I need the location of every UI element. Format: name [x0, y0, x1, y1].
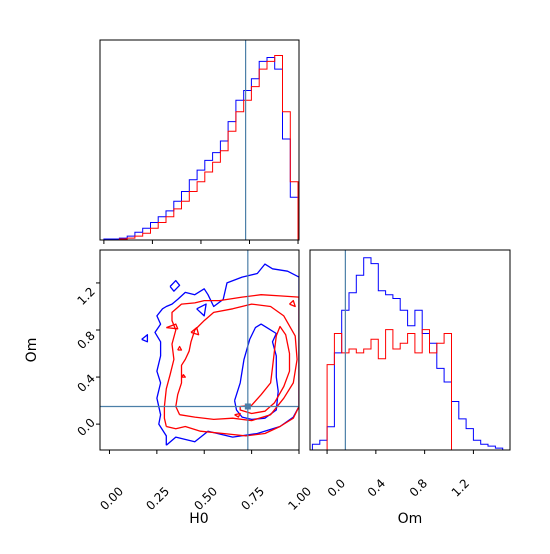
tick-label-Om-y-1: 0.4: [74, 371, 97, 394]
panel-scatter-H0-Om: [96, 249, 300, 454]
tick-label-H0-3: 0.75: [238, 484, 267, 513]
tick-label-H0-0: 0.00: [97, 484, 126, 513]
contour-red-13: [180, 374, 186, 378]
tick-label-H0-1: 0.25: [143, 484, 172, 513]
scatter-x-tick-labels: 0.00 0.25 0.50 0.75 1.00: [97, 484, 314, 513]
truth-marker: [244, 403, 251, 410]
tick-label-H0-4: 1.00: [285, 484, 314, 513]
tick-label-Om-x-1: 0.4: [365, 476, 388, 499]
tick-label-Om-y-2: 0.8: [74, 328, 97, 351]
contour-blue-3: [141, 334, 149, 343]
tick-label-Om-y-3: 1.2: [74, 284, 97, 307]
contour-red-9: [190, 326, 200, 336]
contour-red-11: [234, 412, 241, 418]
axes-frame-hist-Om: [309, 249, 511, 451]
contour-red-6: [175, 303, 298, 422]
axes-frame-hist-H0: [99, 39, 300, 241]
x-axis-label-Om: Om: [398, 511, 423, 527]
contour-blue-2: [169, 279, 181, 292]
contour-red-7: [239, 325, 291, 415]
tick-label-H0-2: 0.50: [191, 484, 220, 513]
om-hist-x-tick-labels: 0.0 0.4 0.8 1.2: [325, 476, 472, 499]
contour-red-10: [289, 299, 296, 308]
x-axis-label-H0: H0: [189, 511, 208, 527]
panel-hist-H0: [99, 39, 300, 244]
histogram-red-hist-H0: [103, 55, 299, 241]
tick-label-Om-y-0: 0.0: [74, 415, 97, 438]
histogram-red-hist-Om: [312, 329, 503, 451]
contour-red-8: [166, 323, 179, 330]
contour-blue-4: [196, 303, 207, 317]
panel-hist-Om: [309, 249, 511, 454]
axes-frame-scatter-H0-Om: [99, 249, 300, 451]
contour-red-12: [177, 345, 183, 351]
contour-lines: [141, 263, 299, 446]
tick-label-Om-x-0: 0.0: [325, 476, 348, 499]
tick-label-Om-x-2: 0.8: [407, 476, 430, 499]
contour-red-5: [163, 294, 299, 437]
scatter-y-tick-labels: 0.0 0.4 0.8 1.2: [74, 284, 97, 438]
tick-label-Om-x-3: 1.2: [449, 476, 472, 499]
histogram-blue-hist-Om: [311, 257, 504, 450]
histogram-blue-hist-H0: [103, 57, 299, 240]
y-axis-label-Om: Om: [24, 338, 40, 363]
